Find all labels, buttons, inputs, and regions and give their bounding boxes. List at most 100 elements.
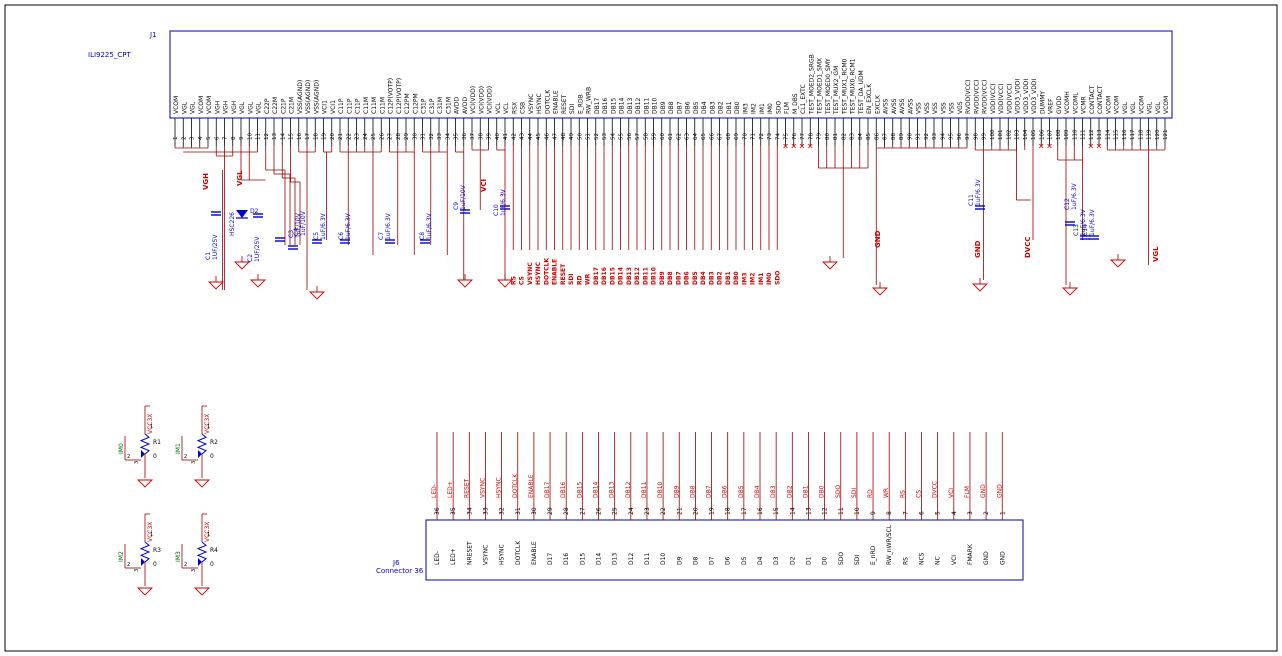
- j1-net-label: DB15: [609, 267, 616, 285]
- j1-pin-name: VCI1: [330, 100, 337, 114]
- j1-pin-name: VGL: [1155, 101, 1162, 114]
- j1-pin-name: VCMR: [1081, 96, 1088, 114]
- j6-pin-number: 19: [709, 507, 716, 515]
- ground-icon: [249, 279, 267, 288]
- j6-pin-number: 10: [854, 507, 861, 515]
- j6-net-label: DB12: [625, 481, 632, 498]
- j1-pin-name: VCOMH: [1064, 91, 1071, 114]
- j6-pin-name: D8: [692, 556, 699, 565]
- j6-pin-number: 35: [450, 507, 457, 515]
- resistor-pin-2: 2: [184, 454, 187, 460]
- j1-net-label: DB16: [601, 267, 608, 285]
- j1-pin-name: SDI: [569, 104, 576, 114]
- j1-pin-name: VDD(VCC): [990, 83, 997, 114]
- j6-pin-number: 5: [935, 511, 942, 515]
- j6-pin-number: 18: [725, 507, 732, 515]
- j1-pin-name: C12PM: [404, 93, 411, 114]
- j1-pin-number: 81: [833, 133, 839, 140]
- j1-net-label: CS: [519, 276, 526, 285]
- j1-net-label: IM3: [741, 273, 748, 285]
- j6-net-label: DOTCLK: [512, 473, 519, 498]
- j1-pin-number: 24: [363, 133, 369, 140]
- capacitor-value: 1UF/25V: [212, 234, 219, 260]
- j6-net-label: GND: [996, 484, 1003, 498]
- j1-pin-name: VCI1: [322, 100, 329, 114]
- j1-pin-name: VCOM: [173, 96, 180, 114]
- j1-pin-name: VSS: [932, 102, 939, 114]
- j6-pin-number: 15: [773, 507, 780, 515]
- j1-pin-number: 21: [338, 133, 344, 140]
- j1-pin-name: TEST_DA_UDM: [858, 70, 865, 115]
- j1-body: [169, 30, 1173, 119]
- resistor-pin-3: 3: [134, 461, 140, 464]
- j1-pin-number: 109: [1064, 129, 1070, 140]
- resistor-body: [139, 433, 151, 455]
- j1-pin-number: 11: [256, 133, 262, 140]
- vci-net-label: VCI: [480, 179, 488, 192]
- resistor-value: 0: [153, 561, 157, 568]
- j1-pin-name: VGL: [256, 101, 263, 114]
- j6-pin-name: VCI: [951, 555, 958, 565]
- j1-pin-name: DB9: [660, 101, 667, 114]
- capacitor-ref: C9: [453, 202, 460, 210]
- j1-pin-number: 64: [693, 133, 699, 140]
- j6-net-label: DB13: [609, 481, 616, 498]
- j1-pin-name: VCI(VDD): [487, 86, 494, 114]
- j1-pin-name: VCI(VDD): [470, 86, 477, 114]
- j1-pin-name: C31P: [421, 98, 428, 114]
- j6-net-label: DB8: [689, 485, 696, 498]
- j1-pin-number: 108: [1056, 129, 1062, 140]
- j6-pin-number: 21: [676, 507, 683, 515]
- j1-net-label: VSYNC: [527, 262, 534, 285]
- resistor-pin-2: 2: [127, 454, 130, 460]
- j1-pin-name: AVSS: [907, 98, 914, 114]
- no-connect-mark: [783, 143, 788, 149]
- j1-pin-name: SDO: [775, 101, 782, 114]
- j1-pin-name: CSB: [520, 102, 527, 114]
- j1-pin-number: 56: [627, 133, 633, 140]
- j1-pin-name: C21M: [289, 97, 296, 114]
- j1-pin-name: DB11: [643, 97, 650, 114]
- j1-net-label: DB3: [708, 271, 715, 285]
- j1-pin-name: C11P: [355, 98, 362, 114]
- j6-pin-name: RS: [902, 557, 909, 565]
- j1-pin-name: TEST_MOED0_SMY: [825, 58, 832, 115]
- j1-pin-name: DB3: [709, 101, 716, 114]
- j1-net-label: SDO: [774, 271, 781, 285]
- j1-pin-name: DB15: [610, 97, 617, 114]
- resistor-body: [196, 433, 208, 455]
- j1-net-label: DB0: [733, 271, 740, 285]
- j1-pin-number: 50: [577, 133, 583, 140]
- j6-net-label: DVCC: [932, 481, 939, 498]
- j1-pin-number: 7: [223, 136, 229, 140]
- j1-pin-name: VGL: [1122, 101, 1129, 114]
- capacitor-ref: C1: [205, 252, 212, 260]
- j6-net-label: DB9: [673, 485, 680, 498]
- j1-pin-number: 103: [1015, 129, 1021, 140]
- gnd-net-label: GND: [874, 230, 882, 248]
- j6-pin-name: D11: [644, 553, 651, 565]
- j1-pin-number: 37: [470, 133, 476, 140]
- j1-pin-number: 95: [949, 133, 955, 140]
- j6-pin-name: LED-: [434, 551, 441, 565]
- j1-pin-number: 59: [652, 133, 658, 140]
- j1-pin-name: DB2: [718, 101, 725, 114]
- j1-pin-name: AVSS: [899, 98, 906, 114]
- j6-net-label: SDI: [851, 488, 858, 498]
- resistor-net-label: IM2: [118, 551, 125, 562]
- j6-net-label: DB3: [770, 485, 777, 498]
- j6-net-label: SDO: [835, 485, 842, 498]
- j6-pin-name: SDI: [854, 555, 861, 565]
- j1-pin-name: VGH: [231, 101, 238, 114]
- j1-pin-number: 80: [825, 133, 831, 140]
- j6-pin-number: 8: [886, 511, 893, 515]
- j1-net-label: DB7: [675, 271, 682, 285]
- j1-net-label: DB1: [725, 271, 732, 285]
- j6-pin-name: HSYNC: [499, 544, 506, 565]
- no-connect-mark: [1088, 143, 1094, 149]
- capacitor-value: 1uF/6.3V: [1089, 208, 1096, 236]
- j1-pin-name: CONTACT: [1097, 85, 1104, 114]
- j1-pin-number: 119: [1147, 129, 1153, 140]
- j1-ref: J1: [149, 31, 157, 39]
- resistor-body: [196, 541, 208, 563]
